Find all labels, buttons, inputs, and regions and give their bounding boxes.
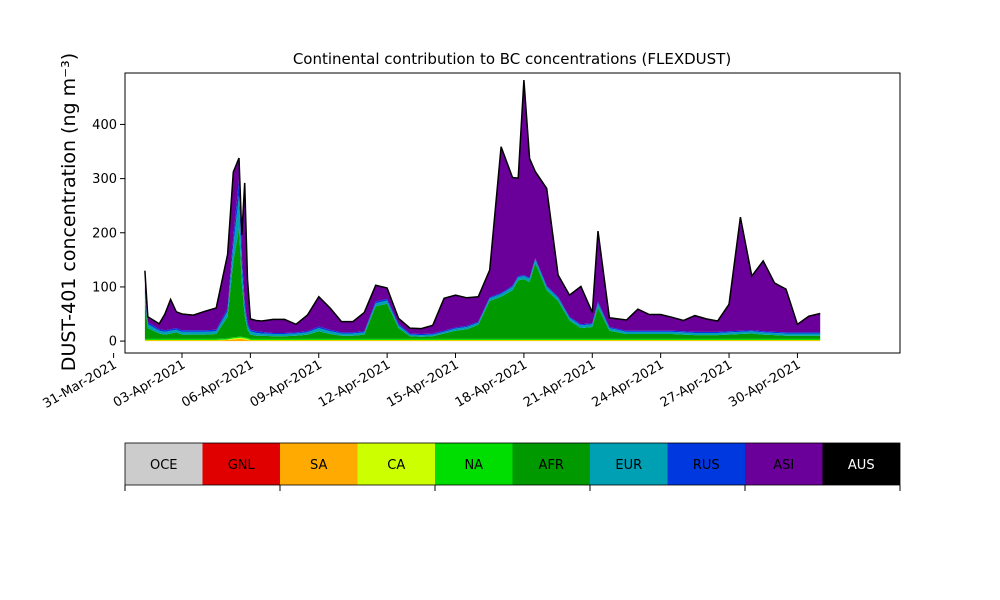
y-tick-label: 100 bbox=[92, 280, 117, 295]
legend-colorbar: OCE GNL SA CA NA AFR EUR RUS ASI AUS bbox=[124, 442, 901, 491]
area-asi bbox=[144, 80, 821, 334]
legend-swatch-afr bbox=[512, 443, 590, 485]
legend-label-afr: AFR bbox=[539, 458, 564, 473]
y-axis-label: DUST-401 concentration (ng m⁻³) bbox=[58, 53, 80, 371]
legend-swatch-asi bbox=[745, 443, 823, 485]
area-layers bbox=[144, 80, 821, 342]
y-tick-label: 0 bbox=[109, 335, 117, 350]
area-sa bbox=[144, 338, 821, 342]
legend-label-sa: SA bbox=[310, 458, 327, 473]
x-axis: 31-Mar-202103-Apr-202106-Apr-202109-Apr-… bbox=[40, 353, 803, 412]
y-tick-label: 300 bbox=[92, 172, 117, 187]
x-tick-label: 12-Apr-2021 bbox=[316, 357, 393, 410]
legend-swatch-ca bbox=[357, 443, 435, 485]
legend-swatch-sa bbox=[280, 443, 358, 485]
legend-label-eur: EUR bbox=[615, 458, 642, 473]
total-outline bbox=[144, 79, 821, 330]
x-tick-label: 18-Apr-2021 bbox=[453, 357, 530, 410]
legend-swatch-eur bbox=[590, 443, 668, 485]
x-tick-label: 15-Apr-2021 bbox=[384, 357, 461, 410]
x-tick-label: 31-Mar-2021 bbox=[40, 357, 119, 411]
legend-label-gnl: GNL bbox=[228, 458, 256, 473]
area-na bbox=[144, 336, 821, 340]
y-tick-label: 200 bbox=[92, 226, 117, 241]
y-axis: 0 100 200 300 400 bbox=[92, 118, 125, 350]
legend-label-oce: OCE bbox=[150, 458, 178, 473]
legend-frame bbox=[124, 442, 901, 486]
plot-frame bbox=[124, 72, 901, 354]
area-ca bbox=[144, 337, 821, 341]
legend-swatch-rus bbox=[667, 443, 745, 485]
x-tick-label: 21-Apr-2021 bbox=[521, 357, 598, 410]
legend-label-na: NA bbox=[464, 458, 483, 473]
legend-label-rus: RUS bbox=[693, 458, 720, 473]
x-tick-label: 03-Apr-2021 bbox=[111, 357, 188, 410]
legend-swatch-oce bbox=[125, 443, 203, 485]
legend-swatch-aus bbox=[822, 443, 900, 485]
legend-swatch-na bbox=[435, 443, 513, 485]
chart-title: Continental contribution to BC concentra… bbox=[293, 50, 731, 68]
legend-label-ca: CA bbox=[387, 458, 405, 473]
legend-swatch-gnl bbox=[202, 443, 280, 485]
y-tick-label: 400 bbox=[92, 118, 117, 133]
legend-label-aus: AUS bbox=[848, 458, 875, 473]
x-tick-label: 24-Apr-2021 bbox=[590, 357, 667, 410]
x-tick-label: 27-Apr-2021 bbox=[658, 357, 735, 410]
x-tick-label: 09-Apr-2021 bbox=[248, 357, 325, 410]
area-afr bbox=[144, 228, 821, 339]
legend-label-asi: ASI bbox=[773, 458, 794, 473]
x-tick-label: 30-Apr-2021 bbox=[726, 357, 803, 410]
x-tick-label: 06-Apr-2021 bbox=[179, 357, 256, 410]
